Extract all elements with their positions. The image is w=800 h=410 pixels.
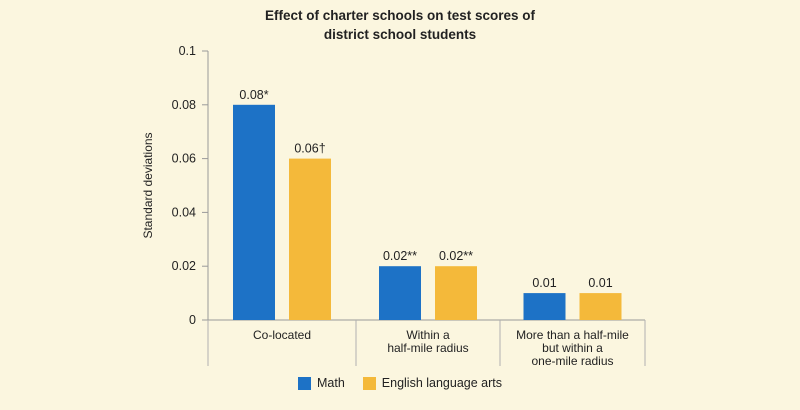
legend-swatch-ela	[362, 376, 376, 390]
bar-ela	[289, 158, 331, 320]
bar-data-label: 0.06†	[294, 142, 325, 156]
legend-label-math: Math	[316, 376, 345, 390]
bar-data-label: 0.01	[588, 276, 612, 290]
bar-data-label: 0.01	[532, 276, 556, 290]
y-tick-label: 0.04	[172, 205, 196, 219]
category-label: but within a	[542, 341, 603, 355]
chart-title-line-2: district school students	[323, 27, 477, 42]
bar-math	[233, 104, 275, 320]
category-label: half-mile radius	[387, 341, 468, 355]
bar-math	[379, 266, 421, 320]
category-label: Within a	[406, 328, 450, 342]
y-tick-label: 0.08	[172, 98, 196, 112]
legend-swatch-math	[297, 376, 311, 390]
legend: Math English language arts	[0, 376, 800, 390]
category-label: Co-located	[253, 328, 311, 342]
legend-item-math: Math	[297, 376, 345, 390]
y-tick-label: 0	[189, 313, 196, 327]
chart-title-line-1: Effect of charter schools on test scores…	[264, 8, 536, 23]
bar-data-label: 0.08*	[239, 88, 268, 102]
bar-data-label: 0.02**	[383, 249, 417, 263]
chart-title: Effect of charter schools on test scores…	[0, 6, 800, 44]
y-tick-label: 0.1	[179, 44, 196, 58]
legend-label-ela: English language arts	[381, 376, 503, 390]
category-label: one-mile radius	[531, 354, 613, 368]
bar-ela	[579, 293, 622, 320]
legend-item-ela: English language arts	[362, 376, 503, 390]
y-axis-label: Standard deviations	[141, 132, 155, 238]
bar-math	[523, 293, 566, 320]
y-tick-label: 0.02	[172, 259, 196, 273]
category-label: More than a half-mile	[516, 328, 629, 342]
bar-ela	[435, 266, 477, 320]
bar-data-label: 0.02**	[439, 249, 473, 263]
y-tick-label: 0.06	[172, 152, 196, 166]
